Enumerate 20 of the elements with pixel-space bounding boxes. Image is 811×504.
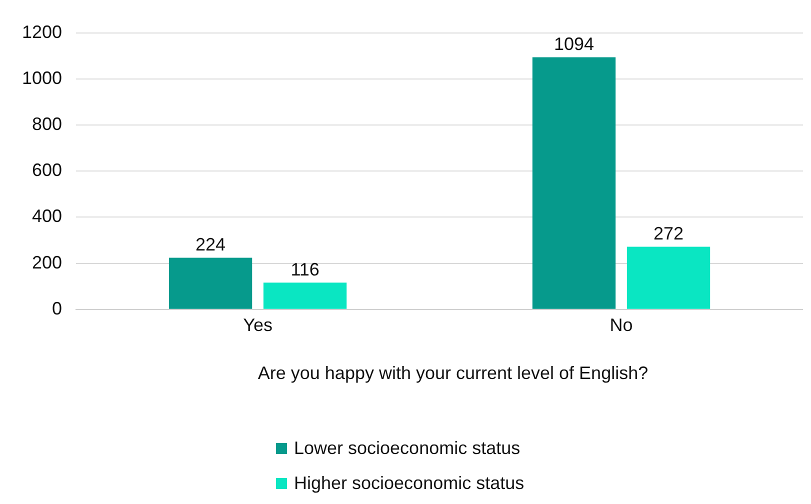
bar — [626, 246, 710, 309]
y-tick-label: 600 — [32, 160, 62, 180]
data-label: 116 — [290, 260, 320, 280]
x-tick-label: Yes — [243, 315, 272, 336]
bar — [168, 258, 252, 309]
y-tick-label: 800 — [32, 114, 62, 134]
x-tick-label: No — [610, 315, 633, 336]
legend-label: Higher socioeconomic status — [294, 473, 524, 494]
y-tick-label: 200 — [32, 252, 62, 272]
x-axis-title: Are you happy with your current level of English? — [256, 362, 650, 385]
y-tick-label: 400 — [32, 206, 62, 226]
data-label: 272 — [653, 224, 684, 244]
y-tick-label: 0 — [52, 298, 62, 318]
bar — [532, 57, 616, 309]
bar — [263, 282, 347, 309]
data-label: 224 — [196, 234, 226, 255]
legend-label: Lower socioeconomic status — [294, 438, 520, 459]
data-label: 1094 — [554, 34, 594, 54]
y-tick-label: 1200 — [22, 22, 62, 42]
y-tick-label: 1000 — [22, 68, 62, 88]
